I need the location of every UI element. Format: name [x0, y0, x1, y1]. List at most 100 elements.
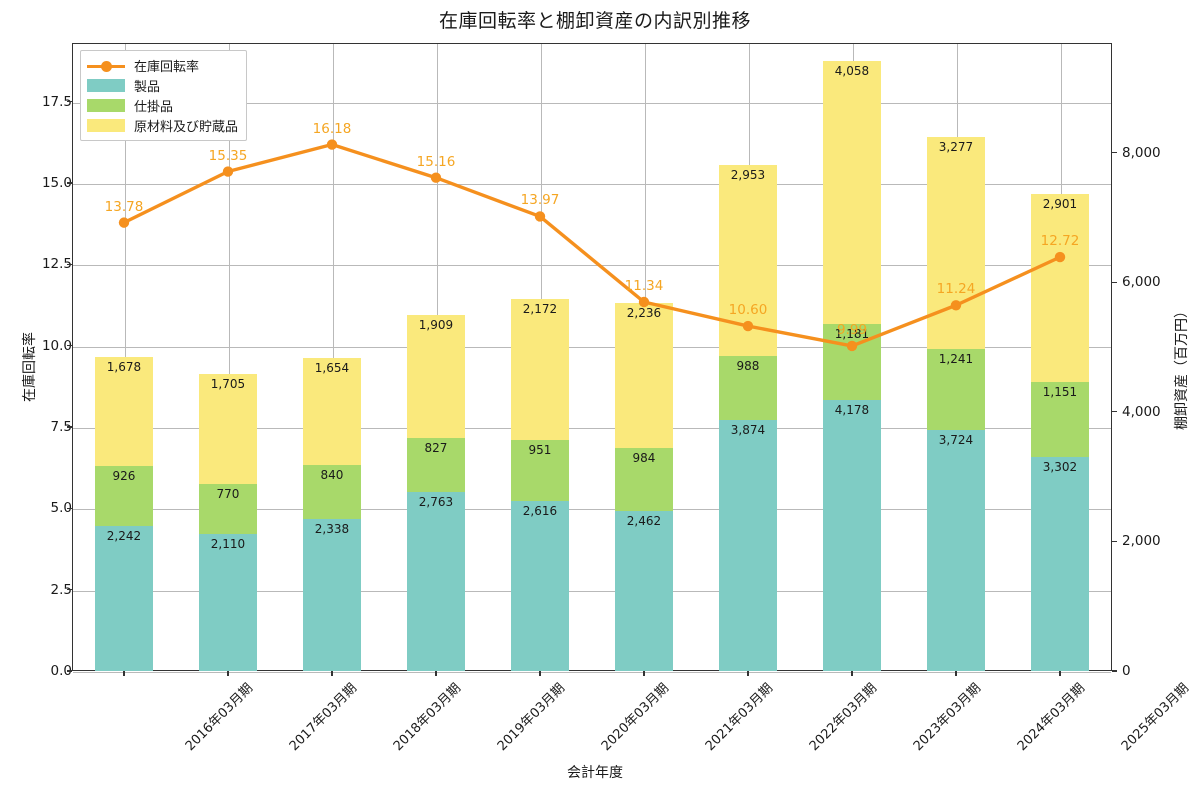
- x-tick-label: 2023年03月期: [910, 680, 985, 755]
- bar-segment[interactable]: [719, 355, 777, 420]
- y-tick-mark-left: [67, 182, 72, 184]
- gridline-horizontal: [73, 509, 1111, 511]
- line-value-label: 13.78: [104, 198, 144, 215]
- y-tick-mark-left: [67, 670, 72, 672]
- bar-segment[interactable]: [407, 491, 465, 671]
- bar-segment[interactable]: [719, 419, 777, 671]
- bar-segment[interactable]: [95, 465, 153, 526]
- y-tick-mark-left: [67, 345, 72, 347]
- x-tick-mark: [539, 671, 541, 676]
- bar-segment[interactable]: [95, 525, 153, 671]
- y-tick-mark-left: [67, 426, 72, 428]
- legend-swatch-icon: [87, 118, 125, 133]
- gridline-horizontal: [73, 102, 1111, 104]
- x-tick-mark: [435, 671, 437, 676]
- y-tick-mark-right: [1112, 281, 1117, 283]
- bar-segment[interactable]: [199, 484, 257, 535]
- y-tick-mark-left: [67, 507, 72, 509]
- x-tick-label: 2019年03月期: [494, 680, 569, 755]
- y-tick-label-right: 8,000: [1122, 144, 1161, 161]
- bar-segment[interactable]: [95, 356, 153, 466]
- y-tick-mark-right: [1112, 540, 1117, 542]
- x-tick-mark: [123, 671, 125, 676]
- y-tick-mark-left: [67, 100, 72, 103]
- line-value-label: 16.18: [312, 120, 352, 137]
- bar-segment[interactable]: [303, 519, 361, 671]
- line-value-label: 12.72: [1040, 233, 1080, 250]
- line-value-label: 15.16: [416, 153, 456, 170]
- x-tick-label: 2020年03月期: [598, 680, 673, 755]
- bar-segment[interactable]: [1031, 382, 1089, 457]
- bar-segment[interactable]: [823, 400, 881, 671]
- line-value-label: 15.35: [208, 147, 248, 164]
- bar-segment[interactable]: [511, 299, 569, 440]
- chart-legend: 在庫回転率製品仕掛品 原材料及び貯蔵品: [80, 50, 248, 141]
- legend-item-label: 製品: [134, 80, 161, 95]
- bar-segment[interactable]: [303, 357, 361, 466]
- legend-item-label: 仕掛品: [134, 100, 174, 115]
- y-tick-label-left: 7.5: [50, 418, 72, 435]
- bar-segment[interactable]: [407, 438, 465, 492]
- bar-segment[interactable]: [407, 314, 465, 439]
- bar-segment[interactable]: [511, 501, 569, 671]
- legend-swatch-icon: [87, 78, 125, 93]
- bar-segment[interactable]: [1031, 457, 1089, 671]
- x-tick-label: 2016年03月期: [182, 680, 257, 755]
- page-title: 在庫回転率と棚卸資産の内訳別推移: [438, 10, 751, 32]
- y-tick-label-right: 6,000: [1122, 274, 1161, 291]
- gridline-vertical: [333, 44, 334, 670]
- y-tick-mark-left: [67, 589, 72, 591]
- x-tick-label: 2017年03月期: [286, 680, 361, 755]
- bar-segment[interactable]: [927, 136, 985, 350]
- bar-segment[interactable]: [927, 429, 985, 671]
- gridline-vertical: [229, 44, 230, 670]
- bar-segment[interactable]: [927, 349, 985, 430]
- y-tick-label-right: 0: [1122, 663, 1131, 679]
- line-value-label: 13.97: [520, 192, 560, 209]
- gridline-horizontal: [73, 672, 1111, 673]
- bar-segment[interactable]: [615, 511, 673, 671]
- x-tick-label: 2025年03月期: [1118, 680, 1190, 755]
- y-tick-mark-right: [1112, 411, 1117, 413]
- bar-segment[interactable]: [719, 164, 777, 356]
- bar-segment[interactable]: [615, 302, 673, 448]
- bar-segment[interactable]: [199, 534, 257, 671]
- y-tick-label-left: 2.5: [50, 581, 72, 598]
- line-value-label: 10.60: [728, 302, 768, 319]
- y-tick-mark-left: [67, 263, 72, 265]
- legend-item[interactable]: 製品: [87, 76, 238, 95]
- legend-item[interactable]: 在庫回転率: [87, 56, 238, 75]
- bar-segment[interactable]: [1031, 194, 1089, 383]
- x-tick-mark: [331, 671, 333, 676]
- x-tick-label: 2024年03月期: [1014, 680, 1089, 755]
- bar-segment[interactable]: [511, 439, 569, 502]
- x-axis-label: 会計年度: [567, 765, 623, 781]
- x-tick-mark: [643, 671, 645, 676]
- legend-item-label: 在庫回転率: [134, 60, 200, 75]
- y-tick-label-right: 4,000: [1122, 403, 1161, 420]
- x-tick-mark: [747, 671, 749, 676]
- y-tick-label-left: 10.0: [41, 337, 72, 354]
- line-value-label: 9.99: [836, 321, 868, 338]
- y-tick-label-left: 17.5: [41, 93, 72, 110]
- x-tick-mark: [955, 671, 957, 676]
- x-tick-label: 2021年03月期: [702, 680, 777, 755]
- legend-item[interactable]: 仕掛品: [87, 96, 238, 115]
- y-tick-label-right: 2,000: [1122, 533, 1161, 550]
- bar-segment[interactable]: [823, 60, 881, 324]
- x-tick-label: 2018年03月期: [390, 680, 465, 755]
- x-tick-mark: [227, 671, 229, 676]
- bar-segment[interactable]: [615, 447, 673, 512]
- y-tick-label-left: 5.0: [50, 500, 72, 517]
- y-tick-label-left: 0.0: [50, 663, 72, 679]
- x-tick-mark: [1059, 671, 1061, 676]
- bar-segment[interactable]: [199, 373, 257, 485]
- gridline-horizontal: [73, 427, 1111, 429]
- legend-swatch-icon: [87, 98, 125, 113]
- legend-item[interactable]: 原材料及び貯蔵品: [87, 116, 238, 135]
- y-tick-mark-right: [1112, 151, 1117, 154]
- y-tick-label-left: 12.5: [41, 256, 72, 273]
- bar-segment[interactable]: [303, 465, 361, 520]
- x-tick-mark: [851, 671, 853, 676]
